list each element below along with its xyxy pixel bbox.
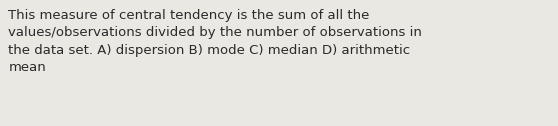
Text: This measure of central tendency is the sum of all the
values/observations divid: This measure of central tendency is the … — [8, 9, 422, 74]
